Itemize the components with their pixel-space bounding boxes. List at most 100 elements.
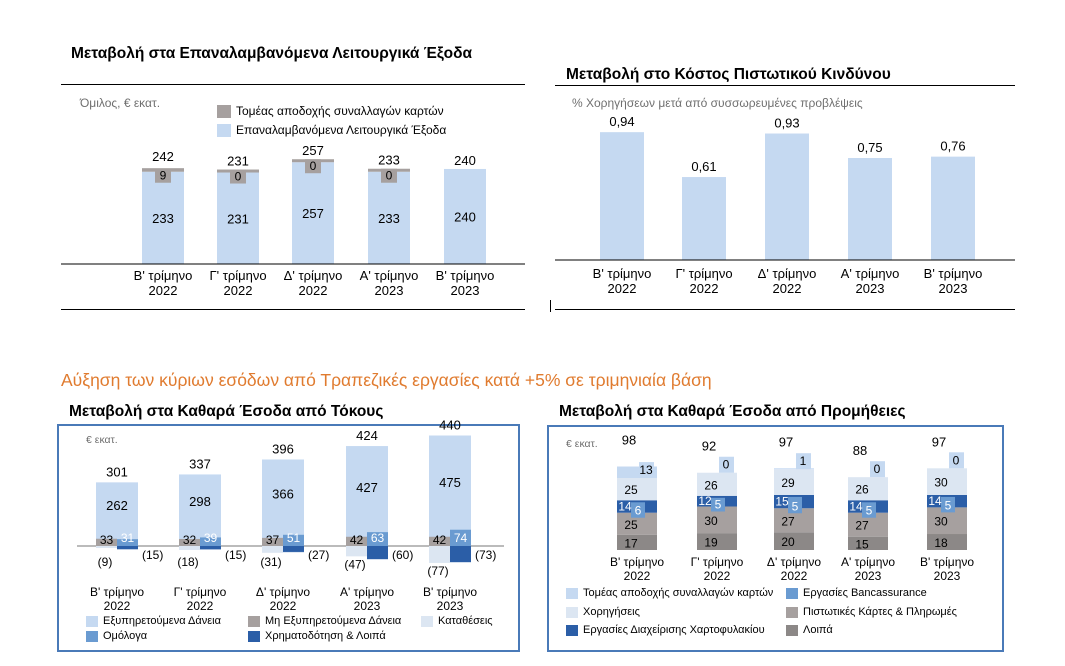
cor-tick-label: Β' τρίμηνο — [924, 266, 983, 281]
fees-bancassurance-label: 5 — [866, 504, 873, 518]
cor-bar-label: 0,61 — [691, 159, 716, 174]
cor-bar — [848, 158, 892, 260]
cor-tick-year: 2022 — [690, 281, 719, 296]
fees-bancassurance-marker — [631, 502, 645, 518]
nii-legend-item-deposits: Καταθέσεις — [421, 615, 493, 627]
nii-performing-label: 427 — [356, 480, 378, 495]
cor-tick-year: 2023 — [939, 281, 968, 296]
fees-segment-1-label: 25 — [624, 518, 638, 532]
cor-bottom-rule — [555, 309, 1015, 310]
opex-tick-label: Δ' τρίμηνο — [284, 268, 343, 283]
fees-chart: 1725614251398193051226092202751529197152… — [610, 433, 974, 583]
nii-bonds-segment — [450, 529, 471, 546]
fees-segment-4-label: 25 — [624, 483, 638, 497]
fees-asset-mgmt-label: 15 — [775, 495, 789, 509]
fees-total-label: 97 — [932, 434, 946, 449]
opex-bar — [292, 162, 334, 264]
cor-bar-label: 0,93 — [774, 116, 799, 131]
nii-npe-segment — [179, 538, 200, 546]
fees-segment-1 — [774, 508, 814, 533]
cor-tick-label: Γ' τρίμηνο — [675, 266, 732, 281]
fees-cards-label: 1 — [800, 454, 807, 468]
headline: Αύξηση των κύριων εσόδων από Τραπεζικές … — [61, 370, 712, 390]
opex-tick-year: 2022 — [224, 283, 253, 298]
fees-bancassurance-label: 5 — [715, 497, 722, 511]
nii-performing-label: 298 — [189, 494, 211, 509]
fees-segment-4 — [774, 469, 814, 495]
fees-cards-marker — [796, 453, 811, 470]
fees-segment-5 — [774, 468, 814, 470]
cor-bar-label: 0,75 — [857, 140, 882, 155]
fees-segment-0 — [617, 534, 657, 550]
cor-tick-label: Δ' τρίμηνο — [758, 266, 817, 281]
nii-npe-segment — [429, 536, 450, 546]
fees-segment-1 — [848, 512, 888, 537]
nii-tick-label: Β' τρίμηνο — [423, 585, 477, 599]
cor-bar — [682, 177, 726, 260]
fees-tick-year: 2022 — [704, 569, 731, 583]
nii-bonds-label: 74 — [454, 531, 468, 545]
nii-legend-item-npe: Μη Εξυπηρετούμενα Δάνεια — [248, 615, 401, 627]
opex-bar-label: 240 — [454, 209, 476, 224]
opex-legend-item-opex: Επαναλαμβανόμενα Λειτουργικά Έξοδα — [217, 123, 446, 137]
nii-total-label: 396 — [272, 441, 294, 456]
nii-deposits-label: (77) — [427, 564, 448, 578]
cor-title-rule — [555, 85, 1015, 86]
nii-funding-label: (60) — [392, 548, 413, 562]
opex-tick-label: Α' τρίμηνο — [360, 268, 419, 283]
opex-bar — [444, 168, 486, 264]
opex-legend: Τομέας αποδοχής συναλλαγών καρτών Επαναλ… — [217, 104, 517, 140]
nii-funding-label: (73) — [475, 548, 496, 562]
fees-segment-5 — [617, 466, 657, 479]
nii-funding-label: (15) — [225, 548, 246, 562]
nii-title: Μεταβολή στα Καθαρά Έσοδα από Τόκους — [69, 403, 384, 420]
fees-cards-marker — [870, 461, 885, 478]
opex-cards-label-box — [155, 168, 171, 183]
fees-tick-label: Β' τρίμηνο — [920, 555, 974, 569]
fees-tick-label: Δ' τρίμηνο — [767, 555, 821, 569]
cor-bar-label: 0,94 — [609, 114, 634, 129]
cor-bar-label: 0,76 — [940, 139, 965, 154]
opex-total-label: 240 — [454, 153, 476, 168]
nii-bonds-segment — [117, 539, 138, 546]
opex-title-rule — [61, 84, 525, 85]
nii-funding-segment — [450, 546, 471, 563]
fees-legend-item-asset-mgmt: Εργασίες Διαχείρισης Χαρτοφυλακίου — [566, 624, 765, 636]
fees-tick-label: Γ' τρίμηνο — [691, 555, 744, 569]
nii-deposits-label: (18) — [177, 555, 198, 569]
nii-npe-label: 42 — [350, 533, 364, 547]
nii-npe-label: 32 — [183, 533, 197, 547]
nii-tick-label: Β' τρίμηνο — [90, 585, 144, 599]
fees-bancassurance-marker — [711, 497, 725, 512]
opex-bar-label: 231 — [227, 211, 249, 226]
fees-bancassurance-label: 5 — [792, 499, 799, 513]
nii-total-label: 301 — [106, 464, 128, 479]
cor-title: Μεταβολή στο Κόστος Πιστωτικού Κινδύνου — [566, 66, 891, 83]
fees-segment-4-label: 30 — [934, 476, 948, 490]
nii-funding-segment — [283, 546, 304, 552]
fees-segment-0 — [927, 534, 967, 550]
fees-segment-1-label: 30 — [934, 515, 948, 529]
opex-bar-label: 233 — [152, 211, 174, 226]
nii-npe-label: 33 — [100, 533, 114, 547]
nii-funding-label: (15) — [142, 548, 163, 562]
cor-tick-label: Α' τρίμηνο — [841, 266, 900, 281]
fees-cards-label: 0 — [953, 453, 960, 467]
opex-total-label: 242 — [152, 149, 174, 164]
fees-segment-0 — [774, 532, 814, 550]
fees-segment-0 — [848, 536, 888, 550]
nii-funding-segment — [367, 546, 388, 560]
nii-tick-label: Δ' τρίμηνο — [256, 585, 310, 599]
opex-tick-year: 2022 — [149, 283, 178, 298]
fees-legend-item-lending: Χορηγήσεις — [566, 606, 640, 618]
fees-legend-item-cards-payments: Πιστωτικές Κάρτες & Πληρωμές — [786, 606, 957, 618]
opex-cards-label: 0 — [386, 169, 393, 183]
nii-tick-year: 2022 — [270, 599, 297, 613]
nii-npe-label: 42 — [433, 533, 447, 547]
fees-segment-4-label: 26 — [855, 483, 869, 497]
fees-tick-year: 2022 — [781, 569, 808, 583]
nii-legend: Εξυπηρετούμενα Δάνεια Μη Εξυπηρετούμενα … — [86, 615, 516, 645]
fees-frame — [547, 425, 1004, 652]
nii-tick-label: Α' τρίμηνο — [340, 585, 394, 599]
